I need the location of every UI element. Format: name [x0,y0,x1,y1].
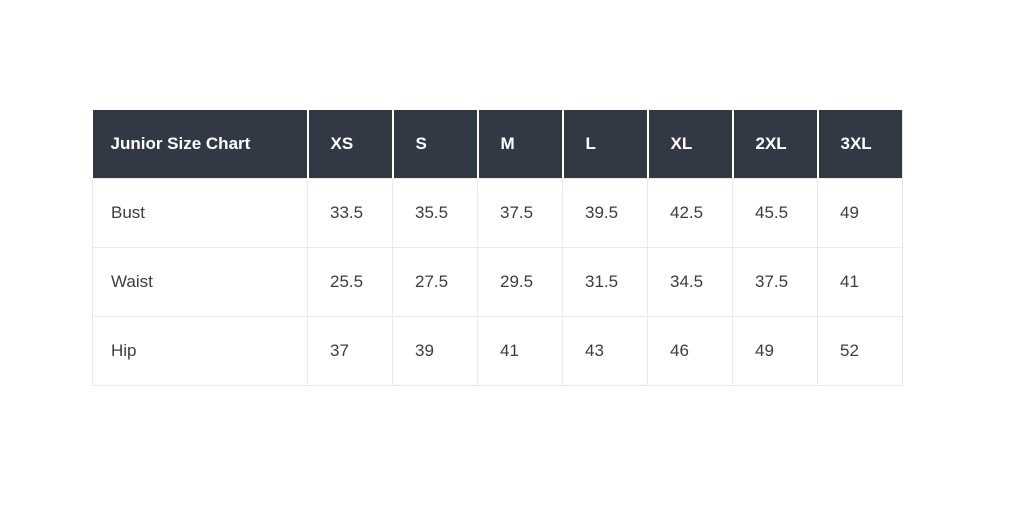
row-label-waist: Waist [92,246,308,317]
column-header-xs: XS [307,110,394,178]
table-row-waist: Waist 25.5 27.5 29.5 31.5 34.5 37.5 41 [92,246,903,317]
row-label-hip: Hip [92,315,308,386]
waist-m-value: 29.5 [477,246,563,317]
bust-2xl-value: 45.5 [732,177,818,248]
bust-m-value: 37.5 [477,177,563,248]
hip-xl-value: 46 [647,315,733,386]
bust-xs-value: 33.5 [307,177,393,248]
column-header-l: L [562,110,649,178]
column-header-2xl: 2XL [732,110,819,178]
hip-xs-value: 37 [307,315,393,386]
column-header-m: M [477,110,564,178]
bust-l-value: 39.5 [562,177,648,248]
waist-2xl-value: 37.5 [732,246,818,317]
table-title: Junior Size Chart [92,110,309,178]
table-row-hip: Hip 37 39 41 43 46 49 52 [92,315,903,386]
row-label-bust: Bust [92,177,308,248]
bust-s-value: 35.5 [392,177,478,248]
hip-m-value: 41 [477,315,563,386]
size-chart-container: Junior Size Chart XS S M L XL 2XL 3XL Bu… [92,110,903,386]
hip-s-value: 39 [392,315,478,386]
table-row-bust: Bust 33.5 35.5 37.5 39.5 42.5 45.5 49 [92,177,903,248]
column-header-xl: XL [647,110,734,178]
junior-size-chart-table: Junior Size Chart XS S M L XL 2XL 3XL Bu… [92,110,903,386]
waist-xl-value: 34.5 [647,246,733,317]
hip-2xl-value: 49 [732,315,818,386]
waist-s-value: 27.5 [392,246,478,317]
column-header-s: S [392,110,479,178]
hip-3xl-value: 52 [817,315,903,386]
header-row: Junior Size Chart XS S M L XL 2XL 3XL [92,110,903,178]
waist-3xl-value: 41 [817,246,903,317]
waist-l-value: 31.5 [562,246,648,317]
waist-xs-value: 25.5 [307,246,393,317]
hip-l-value: 43 [562,315,648,386]
bust-xl-value: 42.5 [647,177,733,248]
column-header-3xl: 3XL [817,110,903,178]
bust-3xl-value: 49 [817,177,903,248]
